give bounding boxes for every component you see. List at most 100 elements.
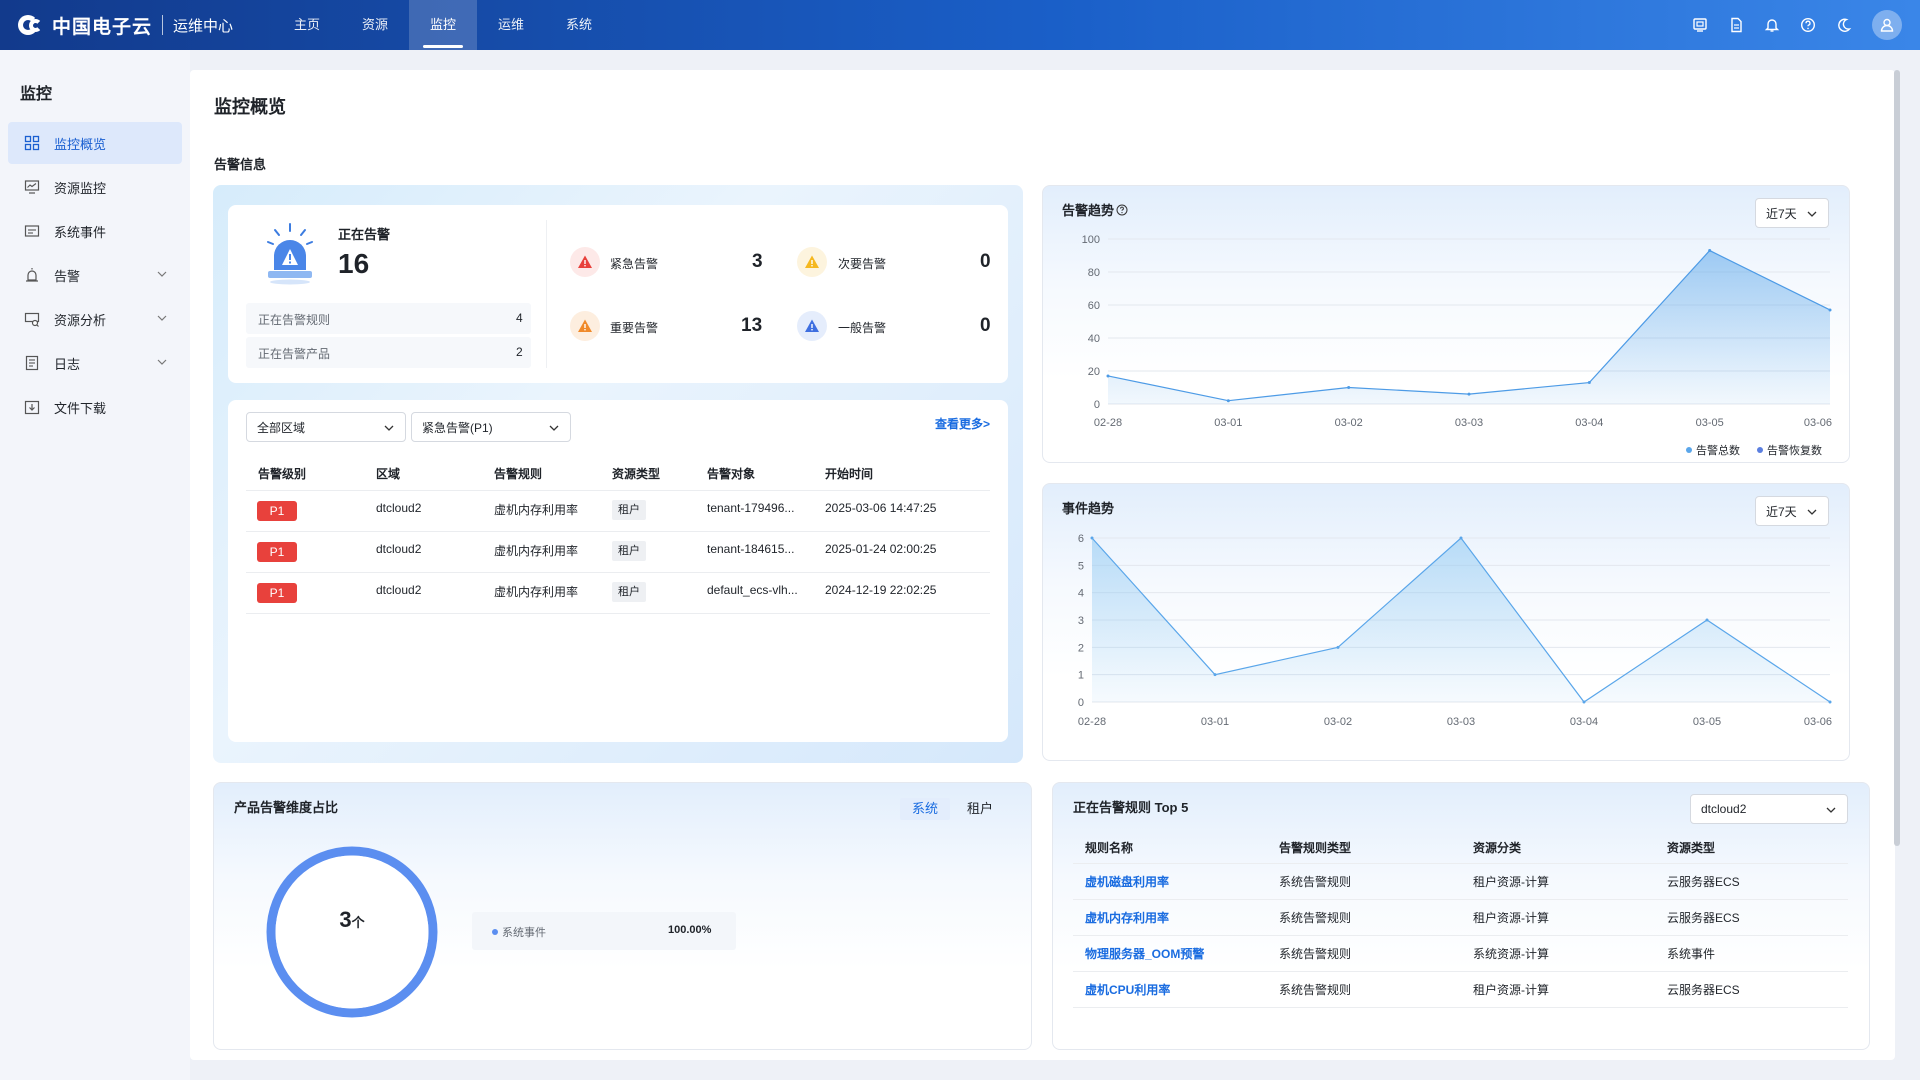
alarm-trend-chart: 0 20 40 60 80 100 02-28 03-01 03-02 03-03 03-04 03-… — [1082, 234, 1832, 429]
top-rules-region-select[interactable]: dtcloud2 — [1690, 794, 1848, 824]
moon-icon[interactable] — [1826, 7, 1862, 43]
sidebar-item-resource-monitor[interactable]: 资源监控 — [8, 166, 182, 208]
nav-operations[interactable]: 运维 — [498, 17, 525, 32]
tab-tenant[interactable]: 租户 — [966, 801, 993, 816]
table-row — [1073, 899, 1848, 900]
sidebar-item-file-download[interactable]: 文件下载 — [8, 386, 182, 428]
rule-name-link[interactable]: 虚机磁盘利用率 — [1085, 875, 1170, 889]
sidebar-item-overview[interactable]: 监控概览 — [8, 122, 182, 164]
active-rules-count[interactable]: 4 — [516, 311, 523, 325]
legend-recovered[interactable]: 告警恢复数 — [1757, 442, 1822, 458]
col-header-region: 区域 — [376, 467, 401, 481]
minor-alarm-label: 次要告警 — [838, 257, 887, 271]
rule-resource: 云服务器ECS — [1667, 983, 1740, 997]
nav-home[interactable]: 主页 — [294, 17, 321, 32]
y-tick-label: 3 — [1078, 615, 1084, 627]
sidebar-item-logs[interactable]: 日志 — [8, 342, 182, 384]
dimension-legend-row[interactable] — [472, 912, 736, 950]
sidebar-item-label: 日志 — [54, 356, 81, 372]
nav-resources[interactable]: 资源 — [362, 17, 389, 32]
row-object[interactable]: tenant-179496... — [707, 501, 795, 515]
major-alarm-count[interactable]: 13 — [741, 315, 763, 336]
sidebar-item-label: 告警 — [54, 268, 81, 284]
help-icon[interactable] — [1790, 7, 1826, 43]
donut-total-number: 3 — [339, 907, 352, 932]
info-icon[interactable] — [1116, 204, 1128, 216]
table-divider — [1073, 863, 1848, 864]
sidebar-item-label: 系统事件 — [54, 224, 107, 240]
row-rule[interactable]: 虚机内存利用率 — [494, 544, 579, 558]
active-products-count[interactable]: 2 — [516, 345, 523, 359]
rule-category: 租户资源-计算 — [1473, 983, 1549, 997]
general-alarm-count[interactable]: 0 — [980, 315, 991, 336]
user-avatar[interactable] — [1872, 10, 1902, 40]
table-row — [246, 531, 990, 532]
rule-type: 系统告警规则 — [1279, 875, 1352, 889]
table-row — [246, 572, 990, 573]
x-tick-label: 02-28 — [1094, 417, 1122, 429]
y-tick-label: 40 — [1088, 333, 1100, 345]
region-select[interactable]: 全部区域 — [246, 412, 406, 442]
event-trend-title: 事件趋势 — [1062, 501, 1115, 516]
minor-alarm-icon — [797, 247, 827, 277]
log-icon — [22, 353, 42, 373]
x-tick-label: 03-01 — [1201, 716, 1229, 728]
y-tick-label: 5 — [1078, 560, 1084, 572]
data-point — [1582, 700, 1586, 704]
critical-alarm-count[interactable]: 3 — [752, 251, 763, 272]
sidebar-item-label: 资源分析 — [54, 312, 107, 328]
legend-total[interactable]: 告警总数 — [1686, 442, 1740, 458]
sidebar-item-alarm[interactable]: 告警 — [8, 254, 182, 296]
table-row — [1073, 935, 1848, 936]
document-icon[interactable] — [1718, 7, 1754, 43]
event-icon — [22, 221, 42, 241]
region-select-value: dtcloud2 — [1701, 802, 1747, 816]
x-tick-label: 03-03 — [1447, 716, 1475, 728]
row-rule[interactable]: 虚机内存利用率 — [494, 503, 579, 517]
general-alarm-icon — [797, 311, 827, 341]
alarm-list-card — [228, 400, 1008, 742]
chevron-down-icon — [1825, 804, 1837, 819]
brand-name: 中国电子云 — [52, 16, 153, 38]
main-scrollbar[interactable] — [1894, 70, 1900, 846]
rule-name-link[interactable]: 物理服务器_OOM预警 — [1085, 947, 1205, 961]
x-tick-label: 03-04 — [1570, 716, 1598, 728]
brand-logo[interactable]: 中国电子云 运维中心 — [18, 0, 233, 50]
nav-system[interactable]: 系统 — [566, 17, 593, 32]
section-title: 告警信息 — [214, 157, 267, 172]
row-rule[interactable]: 虚机内存利用率 — [494, 585, 579, 599]
alarm-trend-range-select[interactable]: 近7天 — [1755, 198, 1829, 228]
event-trend-range-select[interactable]: 近7天 — [1755, 496, 1829, 526]
sidebar-title: 监控 — [20, 86, 53, 103]
resource-type-tag: 租户 — [612, 541, 646, 561]
row-start-time: 2025-01-24 02:00:25 — [825, 542, 937, 556]
tab-system[interactable]: 系统 — [900, 798, 950, 820]
dimension-legend-label: 系统事件 — [502, 927, 546, 939]
range-value: 近7天 — [1766, 206, 1797, 221]
rule-name-link[interactable]: 虚机内存利用率 — [1085, 911, 1170, 925]
x-tick-label: 03-02 — [1335, 417, 1363, 429]
row-object[interactable]: default_ecs-vlh... — [707, 583, 798, 597]
sidebar-item-system-events[interactable]: 系统事件 — [8, 210, 182, 252]
rule-name-link[interactable]: 虚机CPU利用率 — [1085, 983, 1171, 997]
x-tick-label: 03-03 — [1455, 417, 1483, 429]
active-products-label: 正在告警产品 — [258, 347, 331, 361]
view-more-link[interactable]: 查看更多> — [935, 417, 991, 431]
col-header-category: 资源分类 — [1473, 841, 1522, 855]
event-trend-chart: 0 1 2 3 4 5 6 02-28 03-01 03-02 03-03 03-04 03-05 03-… — [1078, 533, 1832, 728]
x-tick-label: 03-01 — [1214, 417, 1242, 429]
nav-monitor[interactable]: 监控 — [409, 0, 478, 50]
y-tick-label: 2 — [1078, 642, 1084, 654]
rule-type: 系统告警规则 — [1279, 911, 1352, 925]
bell-icon[interactable] — [1754, 7, 1790, 43]
level-select[interactable]: 紧急告警(P1) — [411, 412, 571, 442]
sidebar-item-resource-analysis[interactable]: 资源分析 — [8, 298, 182, 340]
data-point — [1467, 392, 1471, 396]
analysis-icon — [22, 309, 42, 329]
sidebar: 监控 监控概览 资源监控 系统事件 告警 资源分析 日志 文件下载 — [0, 50, 190, 1080]
col-header-rule: 告警规则 — [494, 467, 543, 481]
minor-alarm-count[interactable]: 0 — [980, 251, 991, 272]
row-object[interactable]: tenant-184615... — [707, 542, 795, 556]
chevron-down-icon — [548, 422, 560, 437]
screen-icon[interactable] — [1682, 7, 1718, 43]
